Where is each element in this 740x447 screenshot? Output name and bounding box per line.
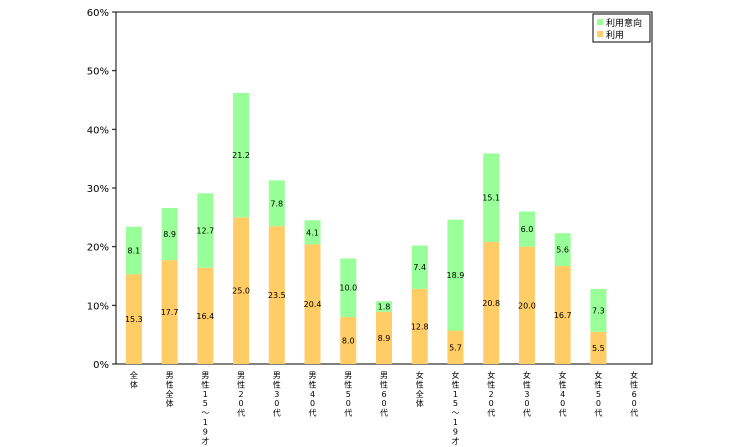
data-label-intent-6: 10.0 <box>339 284 357 293</box>
bar-use-8 <box>411 288 428 364</box>
bar-use-5 <box>304 244 321 364</box>
bar-intent-9 <box>447 219 464 331</box>
bar-intent-12 <box>554 233 571 267</box>
data-label-intent-11: 6.0 <box>521 225 534 234</box>
legend-label-1: 利用 <box>606 29 624 41</box>
category-label-8: 女性全体 <box>416 370 424 408</box>
bar-use-2 <box>197 267 214 364</box>
data-label-intent-8: 7.4 <box>413 263 426 272</box>
legend-box <box>592 13 651 43</box>
data-label-use-7: 8.9 <box>378 334 391 343</box>
category-label-9: 女性 1 5 ～ 1 9 才 <box>451 370 459 446</box>
data-label-use-13: 5.5 <box>592 344 605 353</box>
data-label-use-2: 16.4 <box>196 312 214 321</box>
bar-use-9 <box>447 330 464 364</box>
legend-label-0: 利用意向 <box>606 17 642 29</box>
data-label-intent-12: 5.6 <box>556 246 569 255</box>
bar-use-3 <box>233 217 250 364</box>
data-label-intent-7: 1.8 <box>378 303 391 312</box>
data-label-use-6: 8.0 <box>342 337 355 346</box>
y-tick-label: 60% <box>87 8 109 19</box>
bar-use-4 <box>268 226 285 364</box>
bar-intent-6 <box>340 258 357 318</box>
data-label-intent-0: 8.1 <box>127 246 140 255</box>
data-label-use-3: 25.0 <box>232 287 250 296</box>
bar-use-6 <box>340 317 357 364</box>
category-label-1: 男性全体 <box>166 371 174 408</box>
bar-intent-10 <box>483 153 500 242</box>
data-label-intent-10: 15.1 <box>482 194 500 203</box>
category-label-7: 男性 6 0 代 <box>380 371 388 418</box>
bar-use-0 <box>125 274 142 364</box>
data-label-use-5: 20.4 <box>304 300 322 309</box>
data-label-use-9: 5.7 <box>449 343 462 352</box>
y-tick-label: 50% <box>87 67 109 78</box>
bar-use-1 <box>161 260 178 364</box>
y-tick-label: 0% <box>93 360 109 371</box>
bar-intent-4 <box>268 180 285 227</box>
bar-use-11 <box>518 246 535 364</box>
y-tick-label: 40% <box>87 125 109 136</box>
bar-intent-1 <box>161 207 178 261</box>
category-label-4: 男性 3 0 代 <box>273 371 281 418</box>
data-label-intent-1: 8.9 <box>163 230 176 239</box>
bar-intent-7 <box>376 301 392 312</box>
bar-intent-5 <box>304 220 321 245</box>
y-tick-label: 10% <box>87 301 109 312</box>
category-label-2: 男性 1 5 ～ 1 9 才 <box>201 371 209 446</box>
bar-use-7 <box>376 311 392 364</box>
y-tick-label: 30% <box>87 184 109 195</box>
bar-use-10 <box>483 241 500 364</box>
data-label-use-8: 12.8 <box>411 322 429 331</box>
category-label-13: 女性 5 0 代 <box>594 370 602 418</box>
legend-swatch-1 <box>597 31 603 37</box>
category-label-3: 男性 2 0 代 <box>237 371 245 418</box>
data-label-intent-9: 18.9 <box>447 271 465 280</box>
category-label-0: 全体 <box>130 370 138 389</box>
category-label-10: 女性 2 0 代 <box>487 370 495 418</box>
category-label-11: 女性 3 0 代 <box>523 370 531 418</box>
bar-use-12 <box>554 266 571 364</box>
data-label-use-10: 20.8 <box>482 299 500 308</box>
data-label-intent-3: 21.2 <box>232 151 250 160</box>
bar-intent-13 <box>590 288 607 332</box>
category-label-6: 男性 5 0 代 <box>344 371 352 418</box>
data-label-use-12: 16.7 <box>554 311 572 320</box>
data-label-intent-13: 7.3 <box>592 306 605 315</box>
bar-intent-3 <box>233 92 250 218</box>
y-tick-label: 20% <box>87 243 109 254</box>
bar-intent-0 <box>125 226 142 275</box>
data-label-use-11: 20.0 <box>518 301 536 310</box>
data-label-use-1: 17.7 <box>161 308 179 317</box>
category-label-12: 女性 4 0 代 <box>559 370 567 418</box>
data-label-intent-4: 7.8 <box>270 199 283 208</box>
data-label-use-0: 15.3 <box>125 315 143 324</box>
legend-swatch-0 <box>597 19 603 25</box>
category-label-14: 女性 6 0 代 <box>630 370 638 418</box>
bar-intent-2 <box>197 193 214 268</box>
data-label-intent-2: 12.7 <box>196 227 214 236</box>
bar-intent-11 <box>518 211 535 247</box>
category-label-5: 男性 4 0 代 <box>309 371 317 418</box>
bar-use-13 <box>590 331 607 364</box>
bar-intent-8 <box>411 245 428 289</box>
data-label-use-4: 23.5 <box>268 291 286 300</box>
data-label-intent-5: 4.1 <box>306 228 319 237</box>
